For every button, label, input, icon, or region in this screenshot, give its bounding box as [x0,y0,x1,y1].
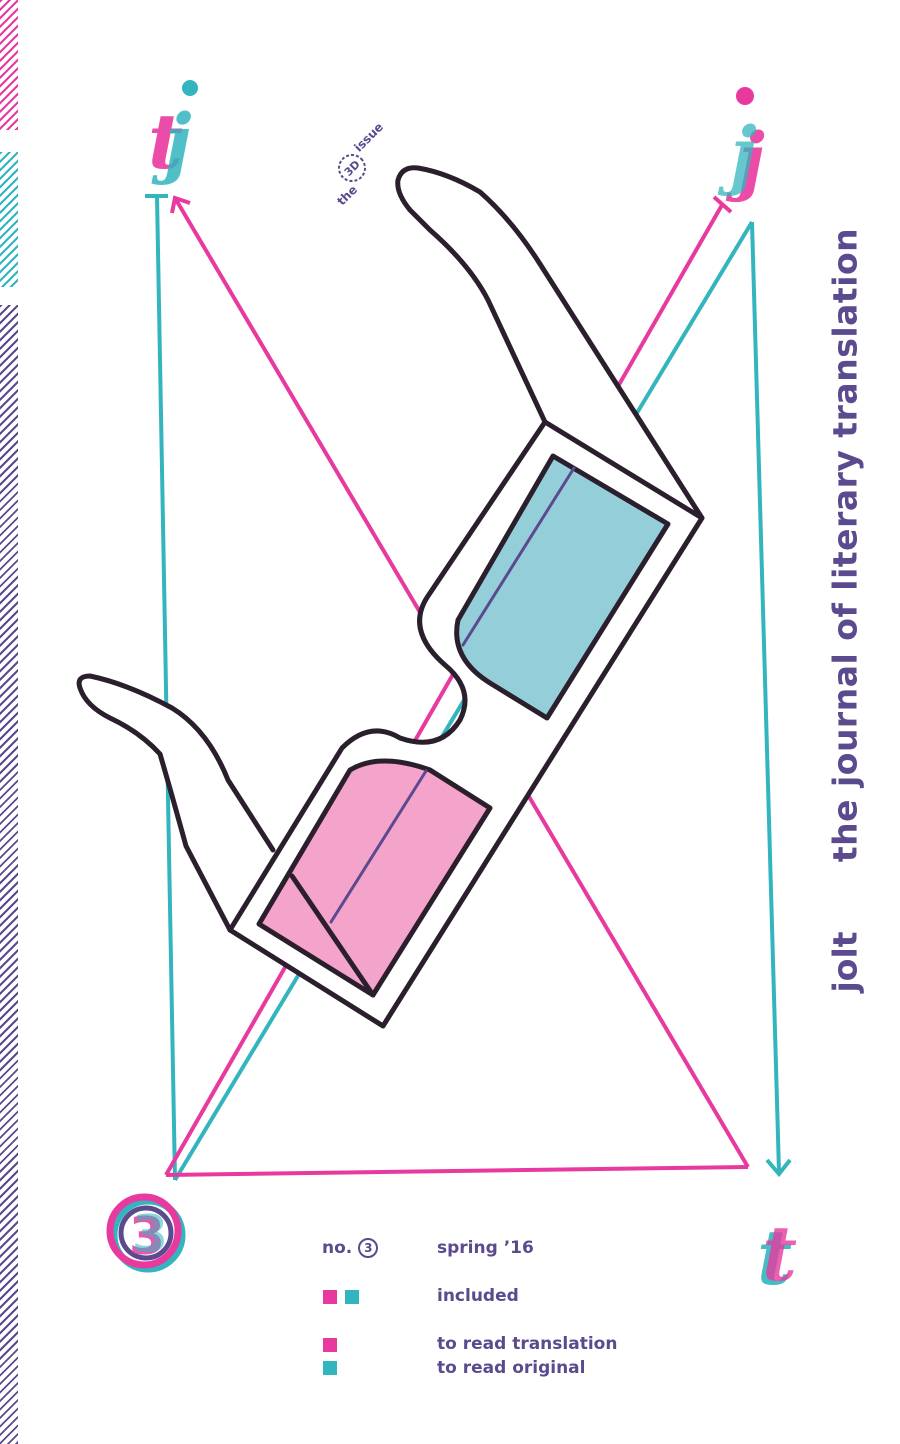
legend-original-label: to read original [437,1358,586,1378]
legend-translation-label: to read translation [437,1334,618,1354]
svg-text:3: 3 [132,1205,168,1265]
svg-text:t: t [148,97,183,186]
issue-number-circle-icon: 3 3 [106,1193,186,1273]
teal-swatch [345,1290,359,1304]
legend-teal-swatch [323,1361,337,1375]
pink-stripe-bar [0,0,18,130]
svg-text:j: j [717,112,757,198]
svg-text:t: t [757,1213,792,1302]
svg-text:3: 3 [129,1207,165,1267]
pink-bottom-line [165,1165,749,1177]
issue-number: no. 3 [322,1238,379,1258]
3d-issue-badge: 3D issue the [334,120,386,209]
issue-number-label: no. [322,1238,353,1258]
svg-text:t: t [762,1209,797,1298]
corner-letter-bottom-right: t t [757,1209,797,1302]
corner-letter-top-left: t j [148,80,198,186]
corner-letter-top-right: j j [717,87,765,204]
issue-number-value: 3 [358,1238,379,1258]
3d-glasses-icon [76,165,705,1029]
included-label: included [437,1286,519,1306]
pink-swatch [323,1290,337,1304]
purple-stripe-bar [0,305,18,1444]
journal-title: the journal of literary translation [825,227,865,863]
teal-stripe-bar [0,152,18,287]
badge-the: the [334,183,360,209]
teal-right-line [750,221,781,1173]
teal-left-line [155,195,177,1181]
journal-name: jolt [825,931,865,993]
pink-diagonal-line [164,204,724,1176]
season-label: spring ’16 [437,1238,534,1258]
badge-issue: issue [351,120,386,155]
legend-pink-swatch [323,1338,337,1352]
